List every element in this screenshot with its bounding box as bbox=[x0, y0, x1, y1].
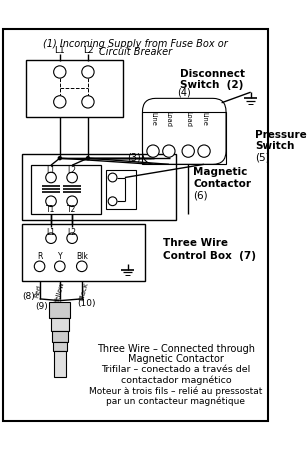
Circle shape bbox=[76, 262, 87, 272]
Circle shape bbox=[82, 67, 94, 79]
Text: L2: L2 bbox=[68, 227, 77, 236]
Text: Magnetic Contactor: Magnetic Contactor bbox=[128, 354, 224, 364]
Text: contactador magnético: contactador magnético bbox=[121, 375, 231, 384]
Text: Three Wire – Connected through: Three Wire – Connected through bbox=[97, 343, 255, 353]
Text: L2: L2 bbox=[83, 46, 93, 55]
Text: Moteur à trois fils – relié au pressostat: Moteur à trois fils – relié au pressosta… bbox=[89, 385, 263, 395]
Bar bbox=[26, 60, 123, 118]
Bar bbox=[106, 170, 136, 210]
Circle shape bbox=[58, 156, 62, 161]
Text: L1: L1 bbox=[47, 166, 55, 175]
Text: (1) Incoming Supply from Fuse Box or: (1) Incoming Supply from Fuse Box or bbox=[43, 39, 228, 49]
Text: L1: L1 bbox=[55, 46, 65, 55]
Text: T1: T1 bbox=[46, 204, 56, 213]
Text: Circuit Breaker: Circuit Breaker bbox=[99, 46, 172, 56]
Text: Contactor: Contactor bbox=[193, 179, 252, 189]
Text: (5): (5) bbox=[255, 152, 270, 162]
Circle shape bbox=[108, 198, 117, 206]
Text: Load: Load bbox=[185, 110, 191, 126]
Text: Line: Line bbox=[150, 111, 156, 125]
Circle shape bbox=[54, 97, 66, 109]
Circle shape bbox=[46, 173, 56, 184]
Circle shape bbox=[182, 146, 194, 158]
Circle shape bbox=[82, 97, 94, 109]
Circle shape bbox=[67, 197, 77, 207]
Circle shape bbox=[34, 262, 45, 272]
Circle shape bbox=[108, 174, 117, 183]
Text: Pressure: Pressure bbox=[255, 129, 307, 139]
Text: Y: Y bbox=[58, 252, 62, 261]
Circle shape bbox=[67, 173, 77, 184]
Bar bbox=[53, 342, 67, 351]
Text: L1: L1 bbox=[47, 227, 55, 236]
Text: (3): (3) bbox=[127, 152, 140, 162]
Text: (4): (4) bbox=[177, 87, 191, 97]
Text: Control Box  (7): Control Box (7) bbox=[163, 250, 256, 260]
Bar bbox=[54, 351, 66, 377]
Text: (10): (10) bbox=[77, 298, 95, 307]
Circle shape bbox=[86, 156, 90, 161]
Text: Switch  (2): Switch (2) bbox=[180, 80, 244, 90]
Text: L2: L2 bbox=[68, 166, 77, 175]
Text: par un contacteur magnétique: par un contacteur magnétique bbox=[106, 396, 245, 405]
Text: (9): (9) bbox=[35, 301, 48, 310]
Circle shape bbox=[54, 67, 66, 79]
Text: Load: Load bbox=[166, 110, 172, 126]
Bar bbox=[22, 154, 176, 220]
Text: T2: T2 bbox=[67, 204, 77, 213]
Circle shape bbox=[163, 146, 175, 158]
Circle shape bbox=[198, 146, 210, 158]
Bar bbox=[52, 331, 68, 342]
Text: Black: Black bbox=[78, 281, 89, 300]
Text: Line: Line bbox=[201, 111, 207, 125]
Bar bbox=[49, 303, 70, 318]
Text: R: R bbox=[37, 252, 42, 261]
Text: Blk: Blk bbox=[76, 252, 88, 261]
Text: Red: Red bbox=[33, 283, 43, 298]
Circle shape bbox=[55, 262, 65, 272]
Bar bbox=[22, 225, 145, 282]
Text: Disconnect: Disconnect bbox=[180, 69, 245, 78]
Text: (6): (6) bbox=[193, 190, 208, 200]
Circle shape bbox=[46, 197, 56, 207]
Bar bbox=[51, 318, 69, 331]
Bar bbox=[31, 166, 101, 214]
Text: Switch: Switch bbox=[255, 141, 294, 151]
Text: Yellow: Yellow bbox=[54, 281, 66, 304]
Text: Magnetic: Magnetic bbox=[193, 167, 248, 177]
Text: Trifilar – conectado a través del: Trifilar – conectado a través del bbox=[101, 364, 250, 373]
Bar bbox=[143, 112, 226, 165]
Text: Three Wire: Three Wire bbox=[163, 237, 228, 247]
Circle shape bbox=[147, 146, 159, 158]
Circle shape bbox=[46, 234, 56, 244]
Circle shape bbox=[67, 234, 77, 244]
Text: (8): (8) bbox=[23, 291, 35, 300]
